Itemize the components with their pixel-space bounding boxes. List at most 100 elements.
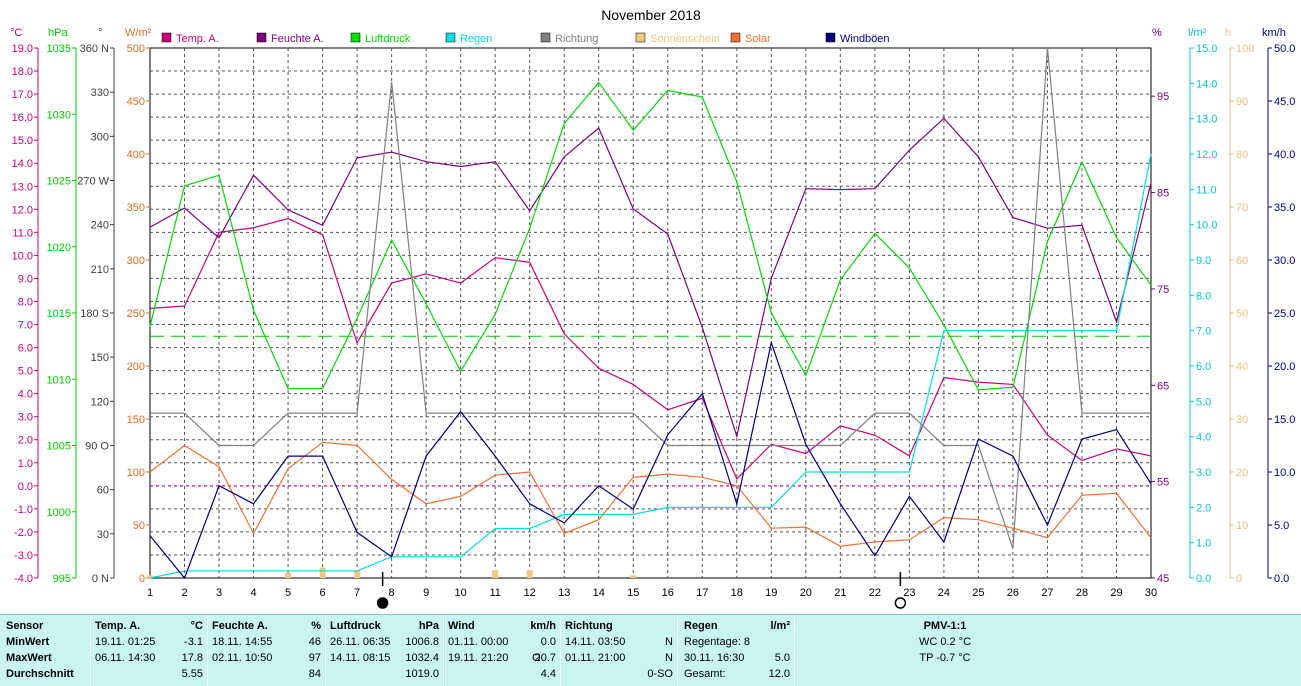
stats-dir-column: Richtung 14.11. 03:50 N 01.11. 21:00 N 0-S…: [560, 615, 677, 686]
stats-wind-header: Wind: [448, 620, 475, 632]
x-tick-label: 3: [216, 587, 222, 599]
stats-rain-max-val: 5.0: [774, 652, 790, 664]
x-tick-label: 6: [320, 587, 326, 599]
sunshine-bar: [147, 575, 153, 578]
legend-swatch: [161, 32, 172, 43]
axis-label-wind: 15.0: [1274, 414, 1295, 426]
axis-label-solar: 50: [133, 520, 145, 532]
stats-dir-avg: 0-SO: [647, 668, 673, 680]
series-line-solar: [149, 441, 1152, 547]
axis-label-temp: 17.0: [12, 89, 33, 101]
axis-label-wind: 10.0: [1274, 467, 1295, 479]
statistics-panel: Sensor MinWert MaxWert Durchschnitt Temp…: [0, 614, 1301, 686]
x-tick-label: 26: [1007, 587, 1019, 599]
stats-wind-avg: 4.4: [540, 668, 556, 680]
axis-unit-sun: h: [1225, 27, 1231, 39]
axis-label-sun: 50: [1236, 308, 1248, 320]
grid: [149, 47, 1152, 579]
stats-temp-max-val: 17.8: [181, 652, 203, 664]
stats-temp-avg: 5.55: [181, 668, 203, 680]
stats-hum-min-val: 46: [308, 636, 321, 648]
stats-wind-max-val: 20.7: [534, 652, 556, 664]
x-tick-label: 17: [696, 587, 708, 599]
x-tick-label: 4: [250, 587, 256, 599]
x-tick-label: 5: [285, 587, 291, 599]
legend-swatch: [540, 32, 551, 43]
x-tick-label: 18: [731, 587, 743, 599]
legend-label: Feuchte A.: [271, 33, 324, 45]
legend-swatch: [350, 32, 361, 43]
axis-label-rain: 9.0: [1196, 255, 1211, 267]
axis-label-press: 1005: [47, 441, 71, 453]
stats-row-avg: Durchschnitt: [6, 668, 74, 680]
stats-dir-min-time: 14.11. 03:50: [565, 636, 626, 648]
axis-unit-labels: °C hPa ° W/m²% l/m² h km/h: [10, 27, 1286, 39]
axis-label-wind: 0.0: [1274, 573, 1289, 585]
axis-unit-rain: l/m²: [1188, 27, 1207, 39]
axis-label-temp: 13.0: [12, 181, 33, 193]
series-line-regen: [149, 153, 1152, 579]
axis-label-sun: 0: [1236, 573, 1242, 585]
axis-label-temp: 0.0: [18, 481, 33, 493]
sunshine-bar: [354, 570, 361, 578]
series-line-richtung: [150, 47, 1151, 549]
axis-label-solar: 100: [127, 467, 145, 479]
axis-label-rain: 8.0: [1196, 290, 1211, 302]
axis-label-dir: 270 W: [77, 176, 109, 188]
axis-label-solar: 500: [127, 43, 145, 55]
axis-label-dir: 120: [91, 396, 109, 408]
stats-hum-avg: 84: [308, 668, 321, 680]
x-tick-label: 2: [181, 587, 187, 599]
axis-label-sun: 30: [1236, 414, 1248, 426]
axis-label-dir: 360 N: [80, 43, 109, 55]
stats-wind-column: Wind km/h 01.11. 00:00 0.0 19.11. 21:20 O 20…: [443, 615, 560, 686]
axis-label-temp: -3.0: [14, 550, 33, 562]
x-tick-label: 22: [869, 587, 881, 599]
x-tick-label: 20: [800, 587, 812, 599]
chart-title: November 2018: [601, 7, 701, 23]
axis-label-sun: 20: [1236, 467, 1248, 479]
x-tick-label: 7: [354, 587, 360, 599]
stats-wind-min-time: 01.11. 00:00: [448, 636, 509, 648]
stats-dir-min-val: N: [665, 636, 673, 648]
axis-label-temp: 5.0: [18, 366, 33, 378]
series-line-windb-en: [149, 340, 1152, 580]
axis-label-temp: 19.0: [12, 43, 33, 55]
series-line-luftdruck: [149, 81, 1152, 391]
legend-label: Richtung: [555, 33, 598, 45]
stats-temp-min-val: -3.1: [184, 636, 203, 648]
x-tick-label: 15: [627, 587, 639, 599]
axis-label-temp: 15.0: [12, 135, 33, 147]
axis-label-solar: 300: [127, 255, 145, 267]
axis-label-solar: 450: [127, 96, 145, 108]
stats-rain-column: Regen l/m² Regentage: 8 30.11. 16:30 5.0 G…: [677, 615, 794, 686]
axis-label-rain: 5.0: [1196, 396, 1211, 408]
axis-label-dir: 300: [91, 131, 109, 143]
x-tick-label: 9: [423, 587, 429, 599]
axis-label-rain: 4.0: [1196, 432, 1211, 444]
axis-label-temp: 9.0: [18, 273, 33, 285]
series-line-feuchte-a-: [149, 117, 1152, 439]
legend-label: Regen: [460, 33, 492, 45]
axis-label-sun: 10: [1236, 520, 1248, 532]
axis-label-dir: 60: [97, 485, 109, 497]
axis-label-hum: 45: [1157, 573, 1169, 585]
axis-label-hum: 85: [1157, 188, 1169, 200]
stats-press-column: Luftdruck hPa 26.11. 06:35 1006.8 14.11. 0…: [325, 615, 443, 686]
axis-label-temp: 16.0: [12, 112, 33, 124]
axis-label-dir: 90 O: [85, 441, 109, 453]
stats-wind-max-dir: O: [532, 652, 541, 664]
stats-pmv-column: PMV-1:1 WC 0.2 °C TP -0.7 °C: [794, 615, 1301, 686]
stats-hum-column: Feuchte A.% 18.11. 14:55 46 02.11. 10:50 9…: [207, 615, 325, 686]
sunshine-bar: [319, 567, 326, 578]
axis-unit-hum: %: [1152, 27, 1162, 39]
axis-label-solar: 0: [139, 573, 145, 585]
stats-temp-unit: °C: [190, 620, 203, 632]
stats-rain-total-val: 12.0: [768, 668, 790, 680]
stats-rain-header: Regen: [684, 620, 718, 632]
axis-label-press: 1025: [47, 176, 71, 188]
series-line-temp-a-: [149, 217, 1152, 480]
legend-label: Solar: [745, 33, 771, 45]
axis-label-temp: 18.0: [12, 66, 33, 78]
stats-hum-header: Feuchte A.: [212, 620, 268, 632]
